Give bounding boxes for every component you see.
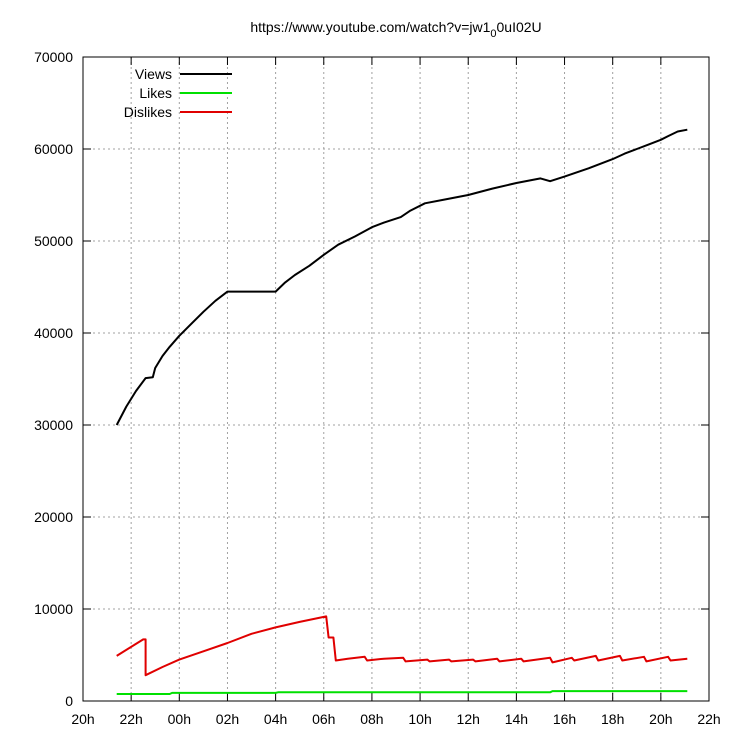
x-tick-label: 10h — [408, 711, 431, 727]
series-line-dislikes — [116, 615, 688, 677]
legend: Views Likes Dislikes — [124, 66, 232, 120]
y-tick-label: 70000 — [34, 49, 73, 65]
x-tick-label: 18h — [601, 711, 624, 727]
legend-label-likes: Likes — [139, 85, 172, 101]
x-tick-label: 20h — [649, 711, 672, 727]
series-lines — [115, 128, 688, 695]
legend-label-dislikes: Dislikes — [124, 104, 172, 120]
x-tick-label: 08h — [360, 711, 383, 727]
chart-title-tail: 0uI02U — [497, 19, 542, 35]
legend-label-views: Views — [135, 66, 172, 82]
x-tick-label: 00h — [168, 711, 191, 727]
grid — [83, 57, 709, 701]
y-tick-label: 10000 — [34, 601, 73, 617]
x-tick-label: 02h — [216, 711, 239, 727]
y-tick-label: 50000 — [34, 233, 73, 249]
x-tick-label: 22h — [697, 711, 720, 727]
y-tick-label: 30000 — [34, 417, 73, 433]
chart-title-subscript: 0 — [490, 28, 496, 40]
y-tick-label: 0 — [65, 693, 73, 709]
chart-title-main: https://www.youtube.com/watch?v=jw1 — [250, 19, 490, 35]
x-tick-label: 20h — [71, 711, 94, 727]
x-tick-label: 12h — [457, 711, 480, 727]
series-line-views — [115, 128, 688, 426]
x-tick-label: 04h — [264, 711, 287, 727]
y-tick-label: 60000 — [34, 141, 73, 157]
axis-ticks — [82, 56, 710, 702]
y-tick-label: 40000 — [34, 325, 73, 341]
chart-title: https://www.youtube.com/watch?v=jw100uI0… — [250, 19, 541, 40]
axis-tick-labels: 20h 22h 00h 02h 04h 06h 08h 10h 12h 14h 16h 18h 20h 2… — [34, 49, 721, 727]
x-tick-label: 14h — [505, 711, 528, 727]
plot-frame — [82, 56, 710, 702]
series-line-likes — [116, 690, 688, 695]
x-tick-label: 22h — [119, 711, 142, 727]
x-tick-label: 06h — [312, 711, 335, 727]
y-tick-label: 20000 — [34, 509, 73, 525]
x-tick-label: 16h — [553, 711, 576, 727]
